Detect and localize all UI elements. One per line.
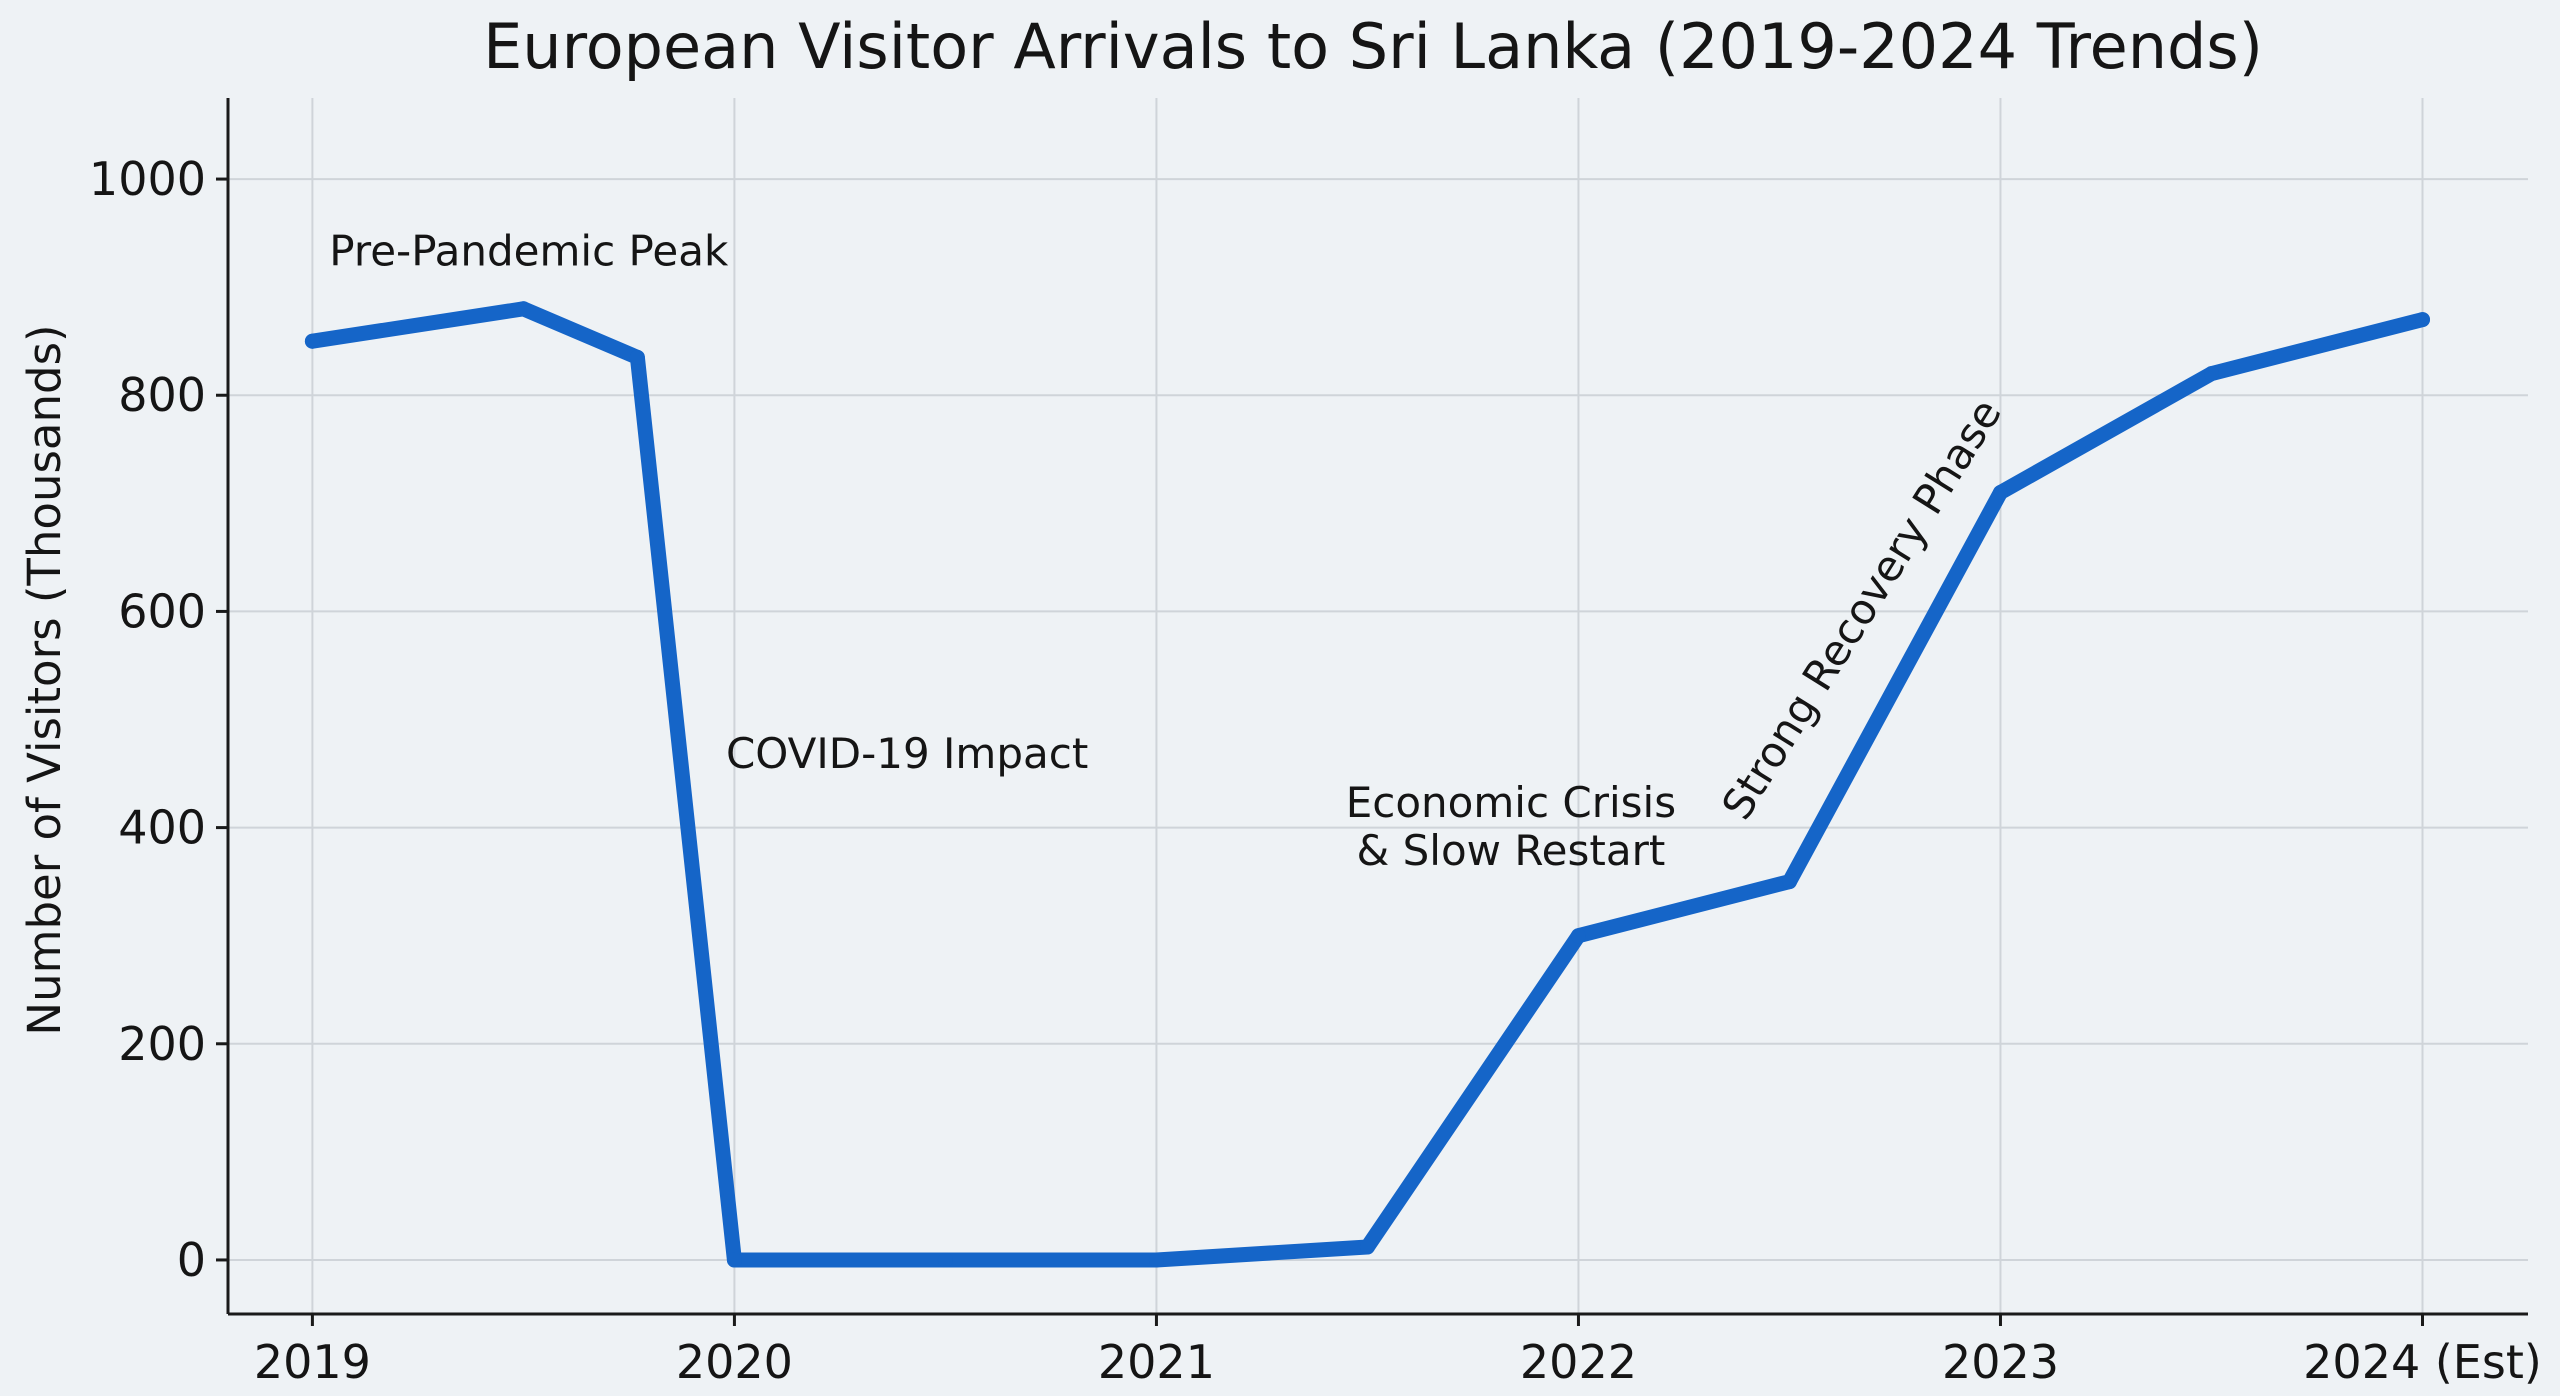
x-tick-label: 2024 (Est) [2303,1335,2542,1389]
data-point [937,1252,953,1268]
data-point [2414,312,2430,328]
x-tick-label: 2022 [1520,1335,1637,1389]
y-tick-label: 400 [118,801,206,855]
x-tick-label: 2020 [676,1335,793,1389]
y-tick-label: 800 [118,368,206,422]
y-tick-label: 1000 [89,152,206,206]
data-point [726,1252,742,1268]
y-tick-label: 0 [177,1233,206,1287]
data-point [1359,1239,1375,1255]
data-point [1570,928,1586,944]
annotation-line: Pre-Pandemic Peak [329,227,729,276]
x-tick-label: 2019 [254,1335,371,1389]
annotation-economic-crisis: Economic Crisis & Slow Restart [1346,778,1676,875]
data-point [1992,485,2008,501]
data-series [304,301,2430,1268]
series-line [304,301,2430,1268]
y-tick-label: 200 [118,1017,206,1071]
annotation-line: COVID-19 Impact [726,729,1088,778]
annotation-line: Economic Crisis [1346,778,1676,827]
data-point [629,349,645,365]
data-point [1781,874,1797,890]
grid-lines [228,98,2528,1314]
annotation-pre-pandemic: Pre-Pandemic Peak [329,227,729,276]
x-tick-label: 2021 [1098,1335,1215,1389]
data-point [304,333,320,349]
y-axis-label: Number of Visitors (Thousands) [18,324,71,1035]
y-tick-label: 600 [118,584,206,638]
data-point [515,301,531,317]
annotation-line: & Slow Restart [1357,826,1666,875]
annotations: Pre-Pandemic Peak COVID-19 Impact Economic… [329,227,2011,875]
data-point [1148,1252,1164,1268]
axes: 2019 2020 2021 2022 2023 2024 (Est) 0 200 400 600… [89,98,2542,1389]
data-point [2203,366,2219,382]
chart-title: European Visitor Arrivals to Sri Lanka (… [483,10,2263,83]
x-tick-label: 2023 [1942,1335,2059,1389]
annotation-covid: COVID-19 Impact [726,729,1088,778]
